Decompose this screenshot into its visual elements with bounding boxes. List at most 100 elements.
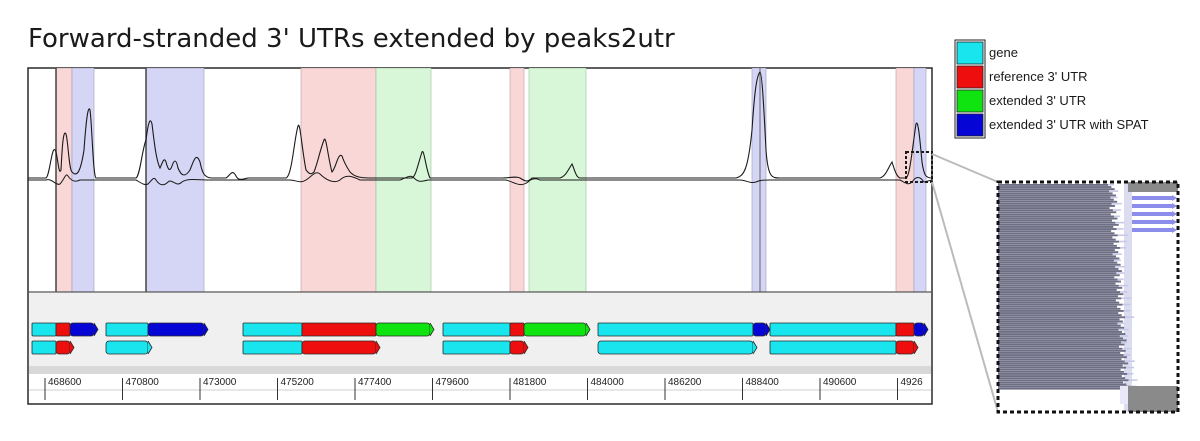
inset-read-bar — [998, 200, 1118, 203]
feature-spat — [752, 322, 767, 337]
inset-read-bar — [998, 278, 1118, 281]
coverage-trace-2 — [28, 172, 932, 186]
inset-read-tail — [1125, 316, 1134, 318]
gene-model — [31, 340, 75, 355]
gene-model — [31, 322, 99, 337]
inset-read-bar — [998, 232, 1115, 235]
inset-read-tail — [1126, 366, 1135, 369]
arrow-head-icon — [1172, 227, 1177, 233]
inset-read-bar — [998, 331, 1122, 333]
inset-read-bars — [998, 184, 1138, 390]
shade-reference-utr — [509, 68, 525, 292]
feature-ref — [301, 340, 377, 355]
inset-read-bar — [998, 188, 1115, 191]
feature-tracks — [31, 322, 929, 355]
strand-arrow-icon — [93, 322, 99, 337]
inset-read-tail — [1117, 322, 1125, 325]
track-footer-band — [29, 366, 931, 374]
ruler-tick-label: 488400 — [746, 377, 780, 388]
inset-spat-arrows — [1132, 195, 1177, 233]
gene-model — [597, 322, 771, 337]
inset-read-tail — [1127, 373, 1134, 375]
inset-read-bar — [998, 236, 1113, 239]
coverage-traces — [28, 71, 932, 186]
inset-read-tail — [1122, 347, 1132, 350]
feature-gene — [442, 322, 511, 337]
inset-read-tail — [1128, 379, 1138, 381]
feature-gene — [597, 322, 754, 337]
feature-gene — [242, 340, 303, 355]
inset-read-bar — [998, 387, 1125, 390]
inset-read-bar — [998, 259, 1114, 262]
inset-read-bar — [998, 280, 1121, 283]
inset-read-bar — [998, 234, 1118, 237]
inset-read-bar — [998, 366, 1127, 369]
inset-read-bar — [998, 362, 1129, 365]
inset-read-bar — [998, 379, 1129, 382]
inset-read-bar — [998, 244, 1117, 247]
inset-read-bar — [998, 202, 1112, 205]
inset-read-bar — [998, 238, 1116, 241]
inset-read-tail — [1119, 335, 1128, 337]
inset-read-bar — [998, 192, 1113, 195]
feature-gene — [769, 322, 897, 337]
gene-model — [442, 340, 529, 355]
strand-arrow-icon — [147, 340, 153, 355]
inset-spat-shade — [1124, 182, 1132, 412]
legend-swatch — [956, 41, 984, 65]
inset-read-tail — [1120, 291, 1128, 293]
legend-swatch — [956, 113, 984, 137]
gene-model — [597, 340, 758, 355]
ruler-tick-label: 477400 — [358, 377, 392, 388]
inset-read-tail — [1113, 259, 1121, 262]
inset-read-tail — [1123, 354, 1131, 356]
inset-read-bar — [998, 240, 1120, 243]
inset-read-bar — [998, 217, 1118, 220]
strand-arrow-icon — [69, 340, 75, 355]
inset-read-bar — [998, 326, 1125, 329]
inset-read-bar — [998, 339, 1127, 342]
inset-read-bar — [998, 268, 1119, 270]
inset-read-bar — [998, 343, 1125, 346]
ruler-tick-label: 468600 — [48, 377, 82, 388]
ruler-tick-label: 473000 — [203, 377, 237, 388]
ruler-tick-label: 4926 — [901, 377, 924, 388]
inset-read-bar — [998, 211, 1117, 214]
inset-read-bar — [998, 186, 1112, 188]
inset-read-bar — [998, 318, 1120, 321]
inset-read-bar — [998, 213, 1111, 216]
inset-bottom-band — [1128, 386, 1178, 412]
inset-read-bar — [998, 198, 1114, 201]
inset-read-bar — [998, 322, 1118, 325]
inset-read-bar — [998, 196, 1111, 199]
legend-swatch — [956, 65, 984, 89]
inset-top-band — [1128, 182, 1178, 192]
zoom-connector-lines — [931, 153, 999, 413]
inset-read-bar — [998, 305, 1118, 308]
inset-read-tail — [1111, 202, 1122, 205]
inset-bottom-gap — [1120, 386, 1128, 404]
ruler-tick-label: 479600 — [436, 377, 470, 388]
inset-read-tail — [1122, 303, 1131, 306]
zoom-inset — [996, 180, 1180, 414]
inset-read-tail — [1124, 360, 1135, 362]
inset-read-bar — [998, 385, 1130, 388]
inset-read-bar — [998, 295, 1118, 298]
arrow-head-icon — [1172, 203, 1177, 209]
inset-read-bar — [998, 381, 1124, 384]
inset-read-bar — [998, 314, 1122, 317]
inset-read-bar — [998, 333, 1126, 335]
inset-read-bar — [998, 354, 1124, 356]
inset-read-tail — [1108, 184, 1114, 186]
inset-read-bar — [998, 356, 1127, 359]
legend-label: reference 3' UTR — [989, 69, 1088, 84]
inset-read-tail — [1112, 209, 1121, 211]
figure-title: Forward-stranded 3' UTRs extended by pea… — [28, 24, 675, 54]
inset-read-bar — [998, 347, 1123, 350]
feature-gene — [597, 340, 754, 355]
inset-read-bar — [998, 358, 1122, 361]
inset-read-tail — [1120, 247, 1127, 249]
inset-read-bar — [998, 270, 1122, 272]
